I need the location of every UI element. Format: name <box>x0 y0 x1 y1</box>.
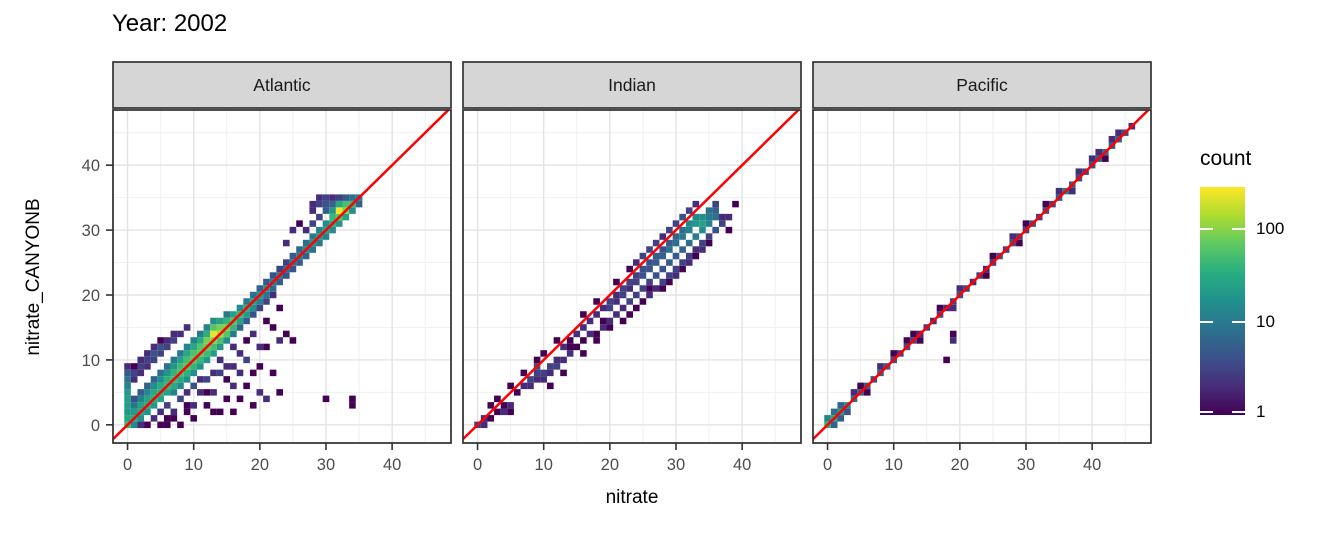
x-tick-label: 40 <box>383 456 401 474</box>
x-tick-label: 30 <box>1017 456 1035 474</box>
panel-border <box>112 109 452 444</box>
x-axis-Indian: 0 10 20 30 40 <box>473 443 751 474</box>
panel-border <box>812 109 1152 444</box>
colorbar-gradient <box>1200 187 1245 415</box>
colorbar-tick-label: 1 <box>1256 402 1266 421</box>
facet-strip-Atlantic <box>112 61 452 109</box>
facet-strip-label: Atlantic <box>253 75 311 95</box>
x-tick-label: 20 <box>951 456 969 474</box>
facet-Pacific: Pacific 0 10 20 30 40 <box>812 61 1152 474</box>
plot-title: Year: 2002 <box>112 10 228 37</box>
x-tick-label: 20 <box>251 456 269 474</box>
colorbar-tick-mark <box>1200 227 1213 230</box>
y-tick-label: 20 <box>82 287 100 305</box>
y-tick-label: 0 <box>91 417 100 435</box>
colorbar-tick-label: 100 <box>1256 218 1285 238</box>
facet-strip-label: Pacific <box>956 75 1008 95</box>
panel-background <box>463 110 801 443</box>
colorbar-tick-mark <box>1200 320 1213 323</box>
y-tick-label: 10 <box>82 352 100 370</box>
x-tick-label: 0 <box>473 456 482 474</box>
identity-line <box>812 109 1150 440</box>
colorbar-tick-mark <box>1232 227 1245 230</box>
bins-Indian <box>474 200 739 429</box>
x-tick-label: 10 <box>535 456 553 474</box>
x-tick-label: 10 <box>885 456 903 474</box>
legend-title: count <box>1200 147 1252 170</box>
x-tick-label: 30 <box>667 456 685 474</box>
identity-line <box>462 109 800 440</box>
facet-Indian: Indian 0 10 20 30 40 <box>462 61 802 474</box>
x-tick-label: 30 <box>317 456 335 474</box>
x-tick-label: 40 <box>1083 456 1101 474</box>
colorbar-tick-mark <box>1232 320 1245 323</box>
facet-strip-Pacific <box>812 61 1152 109</box>
colorbar-tick-mark <box>1232 411 1245 413</box>
y-tick-label: 30 <box>82 222 100 240</box>
facet-strip-label: Indian <box>608 75 656 95</box>
colorbar-tick-label: 10 <box>1256 311 1275 331</box>
x-axis-label: nitrate <box>605 487 659 508</box>
x-tick-label: 0 <box>123 456 132 474</box>
x-axis-Pacific: 0 10 20 30 40 <box>823 443 1101 474</box>
panel-border <box>462 109 802 444</box>
facet-strip-Indian <box>462 61 802 109</box>
gridlines <box>463 110 801 443</box>
legend: count 1 10 100 <box>1200 147 1344 447</box>
x-tick-label: 0 <box>823 456 832 474</box>
facet-Atlantic: Atlantic 0 10 20 30 40 0 10 20 30 40 <box>82 61 452 474</box>
identity-line <box>112 109 450 440</box>
gridlines <box>113 110 451 443</box>
x-tick-label: 10 <box>185 456 203 474</box>
x-tick-label: 40 <box>733 456 751 474</box>
x-axis-Atlantic: 0 10 20 30 40 <box>123 443 401 474</box>
x-tick-label: 20 <box>601 456 619 474</box>
y-tick-label: 40 <box>82 157 100 175</box>
y-axis: 0 10 20 30 40 <box>82 157 113 435</box>
colorbar-tick-mark <box>1200 411 1213 413</box>
y-axis-label: nitrate_CANYONB <box>23 198 44 356</box>
